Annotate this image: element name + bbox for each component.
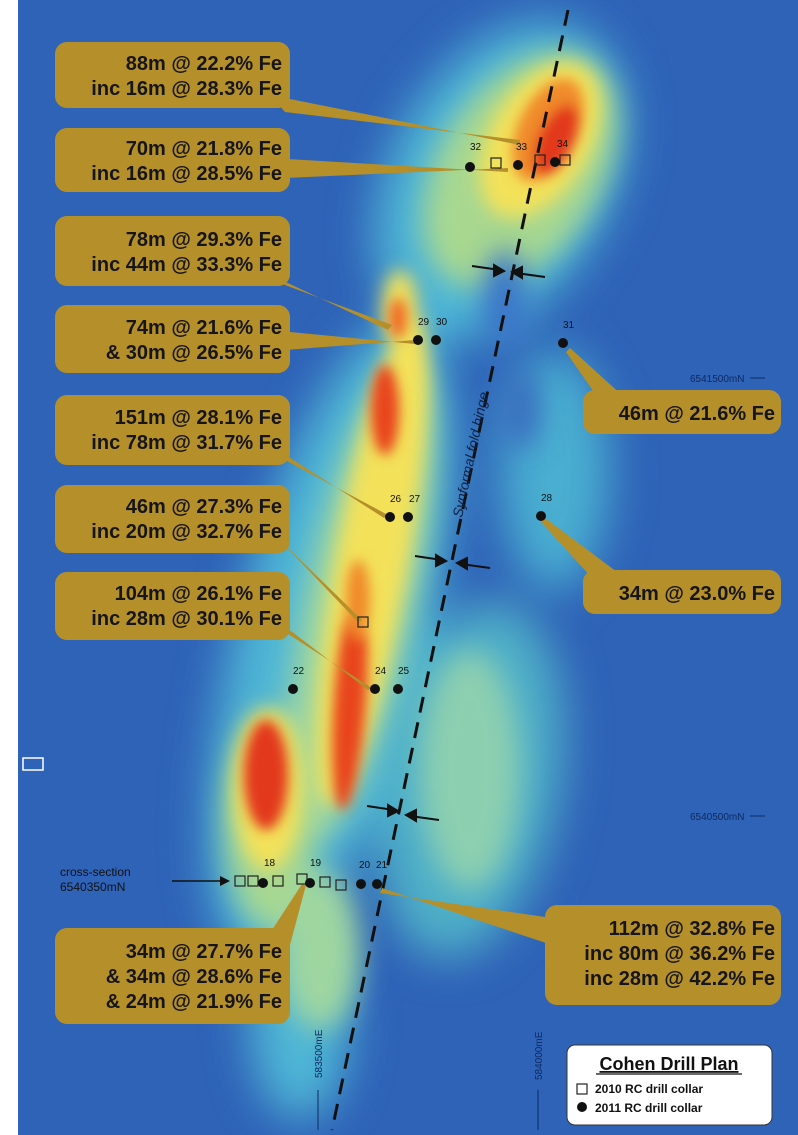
callout-7-line-2: inc 28m @ 30.1% Fe [91,608,282,630]
collar-2010 [272,875,284,887]
callout-9-line-1: 46m @ 21.6% Fe [619,403,775,425]
hole-label: 24 [375,666,387,677]
callout-4-line-2: & 30m @ 26.5% Fe [106,342,282,364]
callout-hole-19: 34m @ 27.7% Fe & 34m @ 28.6% Fe & 24m @ … [55,884,306,1024]
hole-label: 19 [310,858,322,869]
hole-label: 25 [398,666,410,677]
hole-label: 34 [557,139,569,150]
callout-hole-29-lower: 74m @ 21.6% Fe & 30m @ 26.5% Fe [55,305,415,373]
callout-11-line-1: 112m @ 32.8% Fe [609,918,775,940]
hole-label: 26 [390,494,402,505]
callout-6-line-1: 46m @ 27.3% Fe [126,496,282,518]
cross-section-marker: cross-section 6540350mN [60,865,230,894]
callout-1-line-2: inc 16m @ 28.3% Fe [91,78,282,100]
hole-label: 31 [563,320,575,331]
cross-section-label-1: cross-section [60,865,131,879]
callout-11-line-2: inc 80m @ 36.2% Fe [584,943,775,965]
collar-2011 [413,335,423,345]
collars-2011 [258,157,568,889]
callout-8-line-2: & 34m @ 28.6% Fe [106,966,282,988]
collar-2010 [319,876,331,888]
collar-2010 [234,875,246,887]
fold-hinge-line [330,9,570,1131]
callout-4-line-1: 74m @ 21.6% Fe [126,317,282,339]
hole-label: 18 [264,858,276,869]
callout-6-line-2: inc 20m @ 32.7% Fe [91,521,282,543]
callout-hole-24: 104m @ 26.1% Fe inc 28m @ 30.1% Fe [55,572,372,690]
collar-2011 [403,512,413,522]
collar-2011 [465,162,475,172]
callout-5-line-2: inc 78m @ 31.7% Fe [91,432,282,454]
callout-3-line-1: 78m @ 29.3% Fe [126,229,282,251]
collar-2011 [550,157,560,167]
legend-dot-icon [577,1102,587,1112]
collar-2011 [356,879,366,889]
callout-hole-33-lower: 70m @ 21.8% Fe inc 16m @ 28.5% Fe [55,128,508,192]
legend-item-2010: 2010 RC drill collar [595,1082,703,1096]
collar-2010 [534,154,546,166]
assay-callouts: 88m @ 22.2% Fe inc 16m @ 28.3% Fe 70m @ … [55,42,781,1024]
hole-label: 32 [470,142,482,153]
callout-3-line-2: inc 44m @ 33.3% Fe [91,254,282,276]
grid-easting-2: 584000mE [534,1031,545,1080]
grid-northing-1: 6541500mN [690,374,744,385]
callout-11-line-3: inc 28m @ 42.2% Fe [584,968,775,990]
collar-2010 [559,154,571,166]
collar-2011 [288,684,298,694]
legend-title: Cohen Drill Plan [599,1054,738,1074]
callout-hole-28: 34m @ 23.0% Fe [541,518,781,614]
hole-label: 28 [541,493,553,504]
callout-hole-26: 151m @ 28.1% Fe inc 78m @ 31.7% Fe [55,395,388,518]
hole-label: 29 [418,317,430,328]
hole-label: 33 [516,142,528,153]
hole-label: 20 [359,860,371,871]
grid-northing-2: 6540500mN [690,812,744,823]
collar-2011 [258,878,268,888]
cross-section-label-2: 6540350mN [60,880,125,894]
hole-label: 27 [409,494,421,505]
callout-hole-2010-collar: 46m @ 27.3% Fe inc 20m @ 32.7% Fe [55,485,362,622]
edge-box [22,757,44,771]
callout-hole-31: 46m @ 21.6% Fe [566,348,781,434]
callout-8-line-1: 34m @ 27.7% Fe [126,941,282,963]
callout-2-line-2: inc 16m @ 28.5% Fe [91,163,282,185]
collar-2011 [513,160,523,170]
collar-2011 [431,335,441,345]
collar-2010 [490,157,502,169]
fold-arrows [366,263,546,823]
legend: Cohen Drill Plan 2010 RC drill collar 20… [566,1044,773,1126]
callout-8-line-3: & 24m @ 21.9% Fe [106,991,282,1013]
callout-7-line-1: 104m @ 26.1% Fe [115,583,282,605]
collar-2011 [385,512,395,522]
collar-2010 [357,616,369,628]
callout-hole-29-upper: 78m @ 29.3% Fe inc 44m @ 33.3% Fe [55,216,392,330]
collar-2011 [305,878,315,888]
hole-label: 22 [293,666,305,677]
collar-2011 [536,511,546,521]
hole-label: 30 [436,317,448,328]
legend-square-icon [576,1083,588,1095]
callout-hole-21: 112m @ 32.8% Fe inc 80m @ 36.2% Fe inc 2… [380,888,781,1005]
collar-2010 [247,875,259,887]
callout-10-line-1: 34m @ 23.0% Fe [619,583,775,605]
grid-labels: 6541500mN 6540500mN 583500mE 584000mE [314,374,765,1130]
collar-2010 [335,879,347,891]
collar-2011 [372,879,382,889]
callout-1-line-1: 88m @ 22.2% Fe [126,53,282,75]
collar-2011 [393,684,403,694]
callout-5-line-1: 151m @ 28.1% Fe [115,407,282,429]
collar-2011 [370,684,380,694]
hole-labels: 32 33 34 29 30 31 26 27 28 22 24 25 18 1… [264,139,575,871]
callout-2-line-1: 70m @ 21.8% Fe [126,138,282,160]
callout-hole-33-upper: 88m @ 22.2% Fe inc 16m @ 28.3% Fe [55,42,520,145]
legend-item-2011: 2011 RC drill collar [595,1101,703,1115]
hole-label: 21 [376,860,388,871]
grid-easting-1: 583500mE [314,1029,325,1078]
collar-2011 [558,338,568,348]
